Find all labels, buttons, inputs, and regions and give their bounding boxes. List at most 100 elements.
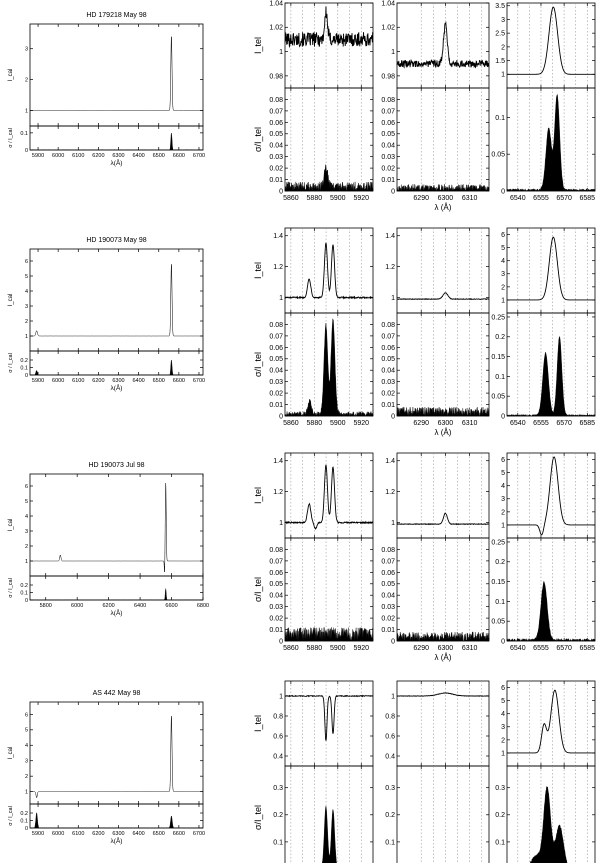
axes-frame: [29, 701, 204, 805]
x-tick-label: 6540: [510, 195, 526, 202]
zoom-panel: 1 1.2 1.4 6290 6300 6310 0 0.01 0.02 0.03 0.04 0.05…: [381, 227, 490, 437]
x-tick-label: 6000: [52, 378, 64, 384]
x-tick-label: 5880: [307, 645, 323, 652]
axes-frame: [506, 312, 596, 417]
axes-frame: [29, 350, 204, 376]
spectrum-line: [284, 6, 374, 49]
y-tick-label: 0.06: [381, 345, 395, 352]
variance-fill: [30, 588, 204, 601]
y-tick-label: 1.04: [381, 0, 395, 7]
y-tick-label: 0.05: [381, 131, 395, 138]
y-tick-label: 1.2: [385, 489, 395, 496]
y-tick-label: 0.4: [385, 753, 395, 760]
y-axis-label: I_tel: [253, 487, 263, 504]
spectrum-line: [284, 464, 374, 530]
y-tick-label: 0.2: [273, 812, 283, 819]
y-tick-label: 2: [25, 544, 28, 550]
y-tick-label: 2: [501, 284, 505, 291]
y-tick-label: 0.15: [491, 354, 505, 361]
variance-fill: [30, 132, 204, 151]
y-tick-label: 6: [25, 484, 28, 490]
y-tick-label: 0.08: [269, 547, 283, 554]
y-tick-label: 0.04: [381, 143, 395, 150]
y-tick-label: 0.25: [491, 539, 505, 546]
x-tick-label: 6000: [71, 603, 83, 609]
spectrum-line: [29, 36, 204, 112]
x-tick-label: 6700: [193, 153, 205, 159]
y-tick-label: 0.3: [385, 785, 395, 792]
axes-frame: [284, 227, 374, 314]
y-tick-label: 0.6: [273, 733, 283, 740]
x-tick-label: 6555: [533, 195, 549, 202]
y-tick-label: 0.98: [381, 73, 395, 80]
y-tick-label: 0.25: [491, 314, 505, 321]
y-tick-label: 0: [391, 188, 395, 195]
spectrum-line: [507, 689, 595, 754]
variance-fill: [30, 359, 204, 376]
x-tick-label: 6200: [92, 831, 104, 837]
spectrum-line: [29, 264, 204, 337]
x-tick-label: 6700: [193, 378, 205, 384]
variance-fill: [284, 164, 374, 192]
x-tick-label: 6000: [52, 831, 64, 837]
variance-fill: [284, 318, 374, 417]
y-tick-label: 0.07: [381, 108, 395, 115]
y-tick-label: 0.03: [381, 154, 395, 161]
x-tick-label: 6000: [52, 153, 64, 159]
x-axis-label: λ (Å): [435, 203, 452, 212]
y-tick-label: 0.04: [269, 593, 283, 600]
y-tick-label: 0.02: [269, 616, 283, 623]
x-tick-label: 5900: [32, 831, 44, 837]
y-tick-label: 1: [279, 693, 283, 700]
y-tick-label: 2: [501, 44, 505, 51]
x-tick-label: 6200: [103, 603, 115, 609]
y-tick-label: 0: [391, 413, 395, 420]
variance-fill: [284, 626, 374, 642]
y-tick-label: 0.08: [381, 97, 395, 104]
y-tick-label: 0.08: [269, 322, 283, 329]
x-axis-label: λ (Å): [435, 653, 452, 662]
y-tick-label: 1: [501, 297, 505, 304]
axes-frame: [396, 765, 490, 863]
y-tick-label: 2.5: [495, 31, 505, 38]
y-axis-label: σ / I_cal: [8, 353, 14, 373]
y-tick-label: 3: [501, 496, 505, 503]
axes-frame: [396, 87, 490, 192]
zoom-panel: 1 2 3 4 5 6 6540 6555 6570 6585 0 0.05 0.1 0.15 0.2 0.2…: [491, 452, 596, 652]
x-tick-label: 6300: [112, 153, 124, 159]
spectrum-line: [284, 242, 374, 300]
axes-frame: [396, 452, 490, 539]
y-tick-label: 0.8: [385, 713, 395, 720]
y-tick-label: 1.2: [385, 264, 395, 271]
y-tick-label: 0: [25, 148, 28, 154]
axes-frame: [284, 765, 374, 863]
zoom-panel: 1 2 3 4 5 6 6540 6555 6570 6585 0 0.05 0.1 0.15 0.2 0.2…: [491, 227, 596, 427]
y-tick-label: 0.08: [381, 322, 395, 329]
panel-title: HD 190073 Jul 98: [88, 462, 144, 469]
spectrum-line: [29, 716, 204, 799]
zoom-panel: 1 1.2 1.4 5860 5880 5900 5920 0 0.01 0.02 0.03 0.04…: [253, 227, 374, 427]
zoom-panel: 1 1.2 1.4 5860 5880 5900 5920 0 0.01 0.02 0.03 0.04…: [253, 452, 374, 652]
y-tick-label: 1.2: [273, 264, 283, 271]
x-tick-label: 6400: [133, 378, 145, 384]
y-axis-label: σ/I_tel: [253, 127, 263, 152]
y-tick-label: 0.03: [269, 379, 283, 386]
y-tick-label: 0.07: [381, 333, 395, 340]
y-tick-label: 1.4: [273, 233, 283, 240]
x-tick-label: 5860: [283, 420, 299, 427]
zoom-panel: 1 1.5 2 2.5 3 3.5 6540 6555 6570 6585 0 0.05 0.1: [491, 2, 596, 202]
y-tick-label: 0: [279, 413, 283, 420]
y-tick-label: 0.05: [491, 619, 505, 626]
y-tick-label: 0.05: [381, 356, 395, 363]
y-tick-label: 0.06: [269, 345, 283, 352]
y-tick-label: 0: [25, 373, 28, 379]
y-tick-label: 1.4: [385, 233, 395, 240]
spectrum-line: [396, 692, 490, 697]
y-tick-label: 6: [501, 457, 505, 464]
x-tick-label: 5880: [307, 195, 323, 202]
y-tick-label: 0.15: [491, 579, 505, 586]
variance-fill: [506, 94, 596, 192]
x-tick-label: 6400: [133, 831, 145, 837]
y-tick-label: 4: [501, 711, 505, 718]
y-tick-label: 1.02: [269, 25, 283, 32]
